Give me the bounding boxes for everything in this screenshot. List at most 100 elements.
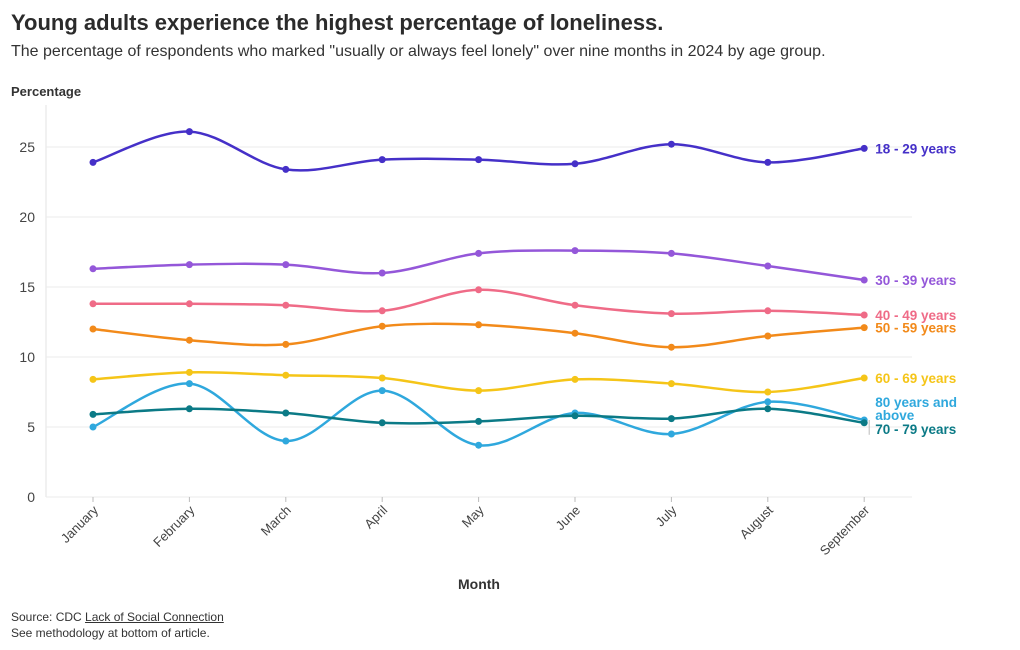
- series-70-79-years: [89, 405, 868, 427]
- x-axis-label: Month: [458, 576, 500, 592]
- data-point[interactable]: [571, 412, 579, 420]
- data-point[interactable]: [378, 387, 386, 395]
- data-point[interactable]: [764, 307, 772, 315]
- data-point[interactable]: [571, 160, 579, 168]
- data-point[interactable]: [475, 441, 483, 449]
- y-tick-label: 15: [19, 279, 35, 295]
- data-point[interactable]: [764, 262, 772, 270]
- source-link[interactable]: Lack of Social Connection: [85, 610, 224, 624]
- data-point[interactable]: [185, 128, 193, 136]
- data-point[interactable]: [378, 322, 386, 330]
- series-line: [91, 130, 866, 172]
- chart-footer: Source: CDC Lack of Social Connection Se…: [11, 609, 224, 641]
- data-point[interactable]: [764, 158, 772, 166]
- data-point[interactable]: [378, 269, 386, 277]
- data-point[interactable]: [667, 380, 675, 388]
- data-point[interactable]: [860, 419, 868, 427]
- data-point[interactable]: [571, 247, 579, 255]
- data-point[interactable]: [282, 261, 290, 269]
- x-tick-label: June: [553, 503, 584, 534]
- data-point[interactable]: [185, 336, 193, 344]
- source-note: Source: CDC Lack of Social Connection: [11, 609, 224, 625]
- data-point[interactable]: [185, 405, 193, 413]
- data-point[interactable]: [185, 261, 193, 269]
- data-point[interactable]: [282, 371, 290, 379]
- x-tick-label: March: [258, 503, 294, 539]
- data-point[interactable]: [378, 419, 386, 427]
- series-18-29-years: [89, 128, 868, 173]
- x-tick-label: September: [817, 502, 873, 558]
- data-point[interactable]: [475, 321, 483, 329]
- data-point[interactable]: [764, 405, 772, 413]
- data-point[interactable]: [475, 249, 483, 257]
- data-point[interactable]: [475, 156, 483, 164]
- data-point[interactable]: [860, 276, 868, 284]
- series-label: 40 - 49 years: [875, 308, 956, 323]
- series-40-49-years: [89, 286, 868, 319]
- series-label: 50 - 59 years: [875, 321, 956, 336]
- data-point[interactable]: [185, 380, 193, 388]
- data-point[interactable]: [571, 301, 579, 309]
- series-label: above: [875, 408, 915, 423]
- data-point[interactable]: [667, 430, 675, 438]
- y-tick-label: 5: [27, 419, 35, 435]
- data-point[interactable]: [185, 368, 193, 376]
- data-point[interactable]: [764, 398, 772, 406]
- data-point[interactable]: [667, 415, 675, 423]
- data-point[interactable]: [571, 375, 579, 383]
- data-point[interactable]: [282, 165, 290, 173]
- x-tick-label: May: [459, 502, 487, 530]
- chart-subtitle: The percentage of respondents who marked…: [11, 43, 826, 60]
- data-point[interactable]: [89, 410, 97, 418]
- data-point[interactable]: [667, 310, 675, 318]
- x-tick-label: April: [361, 502, 390, 531]
- y-axis-label: Percentage: [11, 84, 81, 99]
- data-point[interactable]: [89, 300, 97, 308]
- data-point[interactable]: [475, 286, 483, 294]
- data-point[interactable]: [667, 140, 675, 148]
- data-point[interactable]: [860, 324, 868, 332]
- y-tick-label: 25: [19, 139, 35, 155]
- data-point[interactable]: [89, 265, 97, 273]
- data-point[interactable]: [475, 417, 483, 425]
- line-chart: Percentage Month 0 5 10 15 20 25 January Februa…: [11, 84, 957, 592]
- data-point[interactable]: [282, 301, 290, 309]
- series-30-39-years: [89, 247, 868, 284]
- y-tick-label: 10: [19, 349, 35, 365]
- data-point[interactable]: [89, 158, 97, 166]
- series-label: 60 - 69 years: [875, 371, 956, 386]
- methodology-note: See methodology at bottom of article.: [11, 626, 210, 640]
- data-point[interactable]: [571, 329, 579, 337]
- series-60-69-years: [89, 368, 868, 396]
- data-point[interactable]: [764, 388, 772, 396]
- data-point[interactable]: [378, 307, 386, 315]
- x-tick-label: August: [737, 502, 776, 541]
- series-50-59-years: [89, 321, 868, 351]
- series-label: 70 - 79 years: [875, 422, 956, 437]
- data-point[interactable]: [282, 437, 290, 445]
- y-tick-label: 0: [27, 489, 35, 505]
- series-label: 18 - 29 years: [875, 141, 956, 156]
- data-point[interactable]: [667, 249, 675, 257]
- data-point[interactable]: [667, 343, 675, 351]
- data-point[interactable]: [378, 156, 386, 164]
- data-point[interactable]: [185, 300, 193, 308]
- data-point[interactable]: [475, 387, 483, 395]
- series-80-years-and-above: [89, 380, 868, 449]
- series-line: [91, 382, 866, 447]
- series-label: 80 years and: [875, 395, 957, 410]
- data-point[interactable]: [860, 311, 868, 319]
- data-point[interactable]: [282, 340, 290, 348]
- data-point[interactable]: [860, 374, 868, 382]
- data-point[interactable]: [378, 374, 386, 382]
- data-point[interactable]: [89, 325, 97, 333]
- data-point[interactable]: [282, 409, 290, 417]
- x-tick-label: July: [653, 502, 680, 529]
- data-point[interactable]: [89, 423, 97, 431]
- data-point[interactable]: [764, 332, 772, 340]
- series-line: [91, 288, 866, 317]
- series-label: 30 - 39 years: [875, 273, 956, 288]
- data-point[interactable]: [89, 375, 97, 383]
- y-tick-label: 20: [19, 209, 35, 225]
- data-point[interactable]: [860, 144, 868, 152]
